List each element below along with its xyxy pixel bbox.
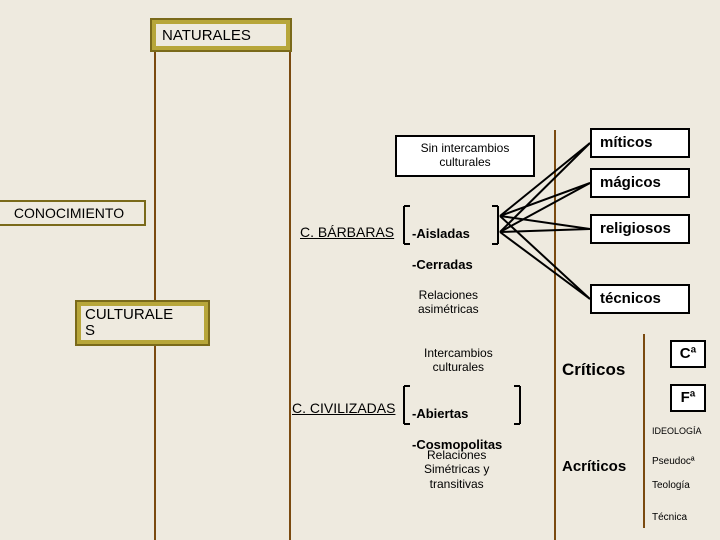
label-ca: Cª bbox=[680, 345, 696, 362]
label-rel-simetricas: RelacionesSimétricas ytransitivas bbox=[424, 448, 489, 491]
label-teologia: Teología bbox=[652, 480, 690, 492]
box-naturales: NATURALES bbox=[150, 18, 292, 52]
label-conocimiento: CONOCIMIENTO bbox=[14, 205, 124, 221]
label-tecnica: Técnica bbox=[652, 512, 687, 524]
label-tecnicos: técnicos bbox=[600, 290, 661, 307]
box-fa: Fª bbox=[670, 384, 706, 412]
label-culturales: CULTURALES bbox=[85, 307, 173, 340]
diagram-stage: { "colors": { "stage_bg": "#eeeadf", "bo… bbox=[0, 0, 720, 540]
box-culturales: CULTURALES bbox=[75, 300, 210, 346]
label-abiertas: -Abiertas bbox=[412, 406, 502, 422]
label-rel-asimetricas: Relacionesasimétricas bbox=[418, 288, 479, 317]
box-tecnicos: técnicos bbox=[590, 284, 690, 314]
box-miticos: míticos bbox=[590, 128, 690, 158]
box-magicos: mágicos bbox=[590, 168, 690, 198]
label-barbaras-items: -Aisladas -Cerradas bbox=[412, 210, 473, 288]
box-religiosos: religiosos bbox=[590, 214, 690, 244]
label-fa: Fª bbox=[681, 389, 696, 406]
label-miticos: míticos bbox=[600, 134, 653, 151]
label-acriticos: Acríticos bbox=[562, 458, 626, 476]
box-ca: Cª bbox=[670, 340, 706, 368]
label-magicos: mágicos bbox=[600, 174, 661, 191]
box-conocimiento: CONOCIMIENTO bbox=[0, 200, 146, 226]
label-ideologia: IDEOLOGÍA bbox=[652, 426, 702, 437]
label-naturales: NATURALES bbox=[162, 27, 251, 44]
label-intercambios: Intercambiosculturales bbox=[424, 346, 493, 375]
box-sin-intercambios: Sin intercambiosculturales bbox=[395, 135, 535, 177]
label-criticos: Críticos bbox=[562, 360, 625, 380]
label-pseudoc: Pseudocª bbox=[652, 456, 695, 468]
label-religiosos: religiosos bbox=[600, 220, 671, 237]
label-c-civilizadas: C. CIVILIZADAS bbox=[292, 400, 395, 417]
label-cerradas: -Cerradas bbox=[412, 257, 473, 273]
label-sin-intercambios: Sin intercambiosculturales bbox=[421, 142, 510, 170]
label-c-barbaras: C. BÁRBARAS bbox=[300, 224, 394, 241]
label-aisladas: -Aisladas bbox=[412, 226, 473, 242]
